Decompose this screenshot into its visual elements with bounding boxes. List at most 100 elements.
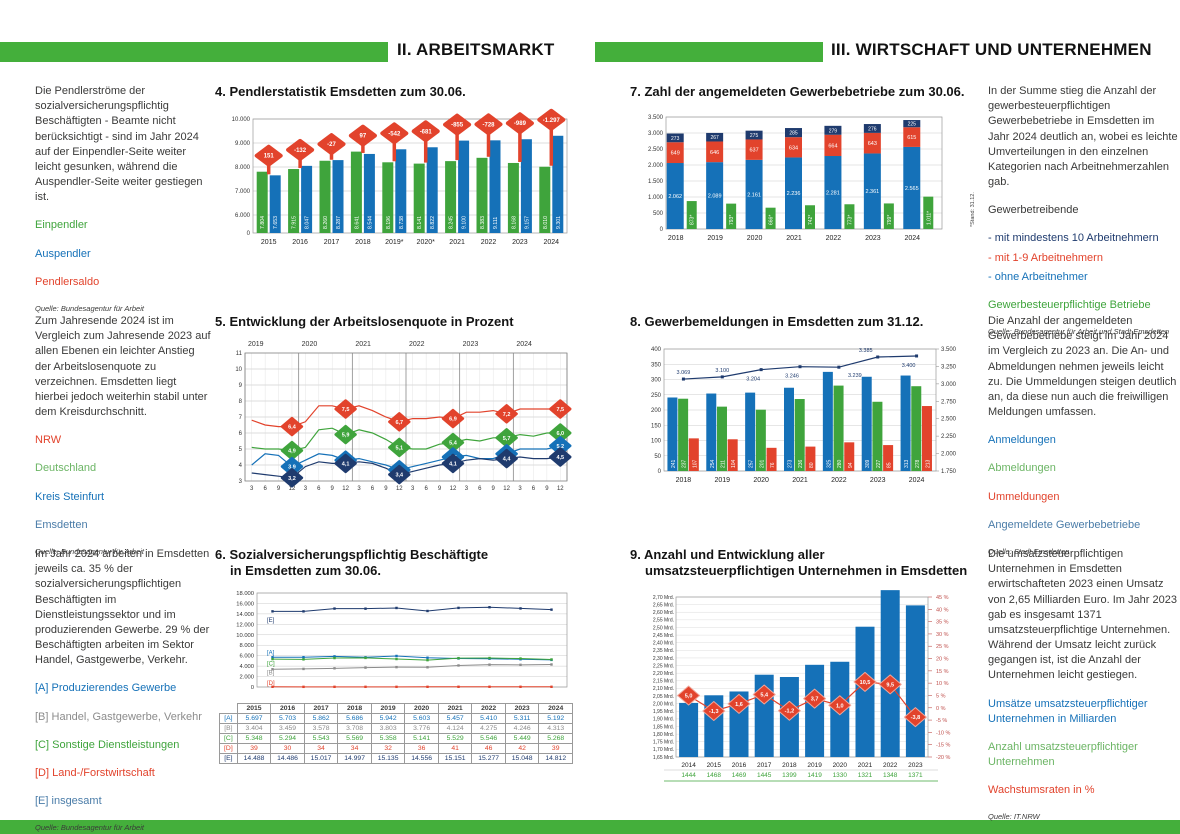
svg-text:325: 325 <box>826 460 832 469</box>
svg-text:2,15 Mrd.: 2,15 Mrd. <box>653 678 674 684</box>
svg-text:2015: 2015 <box>261 239 277 246</box>
svg-text:267: 267 <box>710 135 719 141</box>
section-bar-right <box>595 42 823 62</box>
quote-chart: 3 4 5 6 7 8 9 10 11 3 6 9 12 3 6 9 12 3 6 9 12 3 6 9 12 3 6 9 12 3 6 9 1… <box>235 341 572 492</box>
svg-text:6,7: 6,7 <box>395 420 403 426</box>
svg-text:8.245: 8.245 <box>449 216 455 229</box>
beschaeftigte-title-line2: in Emsdetten zum 30.06. <box>230 563 381 579</box>
umsatz-chart-panel: 9. Anzahl und Entwicklung aller umsatzst… <box>630 547 982 799</box>
svg-text:2.000: 2.000 <box>239 674 254 680</box>
legend-item: Abmeldungen <box>988 462 1056 475</box>
svg-text:1.011*: 1.011* <box>926 211 932 225</box>
meldungen-paragraph: Die Anzahl der angemeldeten Gewerbebetri… <box>988 315 1177 419</box>
svg-text:10: 10 <box>235 367 242 373</box>
svg-text:4,9: 4,9 <box>288 449 296 455</box>
svg-text:7,5: 7,5 <box>556 407 564 413</box>
svg-text:3: 3 <box>465 486 469 492</box>
svg-text:12: 12 <box>396 486 403 492</box>
svg-text:2.250: 2.250 <box>941 434 957 440</box>
legend-item: [D] Land-/Forstwirtschaft <box>35 766 155 779</box>
svg-text:250: 250 <box>651 393 662 399</box>
svg-text:3: 3 <box>411 486 415 492</box>
legend-item: NRW <box>35 434 62 447</box>
svg-text:643: 643 <box>868 141 877 147</box>
svg-text:2022: 2022 <box>831 477 847 484</box>
section-title-wirtschaft: III. WIRTSCHAFT UND UNTERNEHMEN <box>831 40 1152 59</box>
pendler-text-column: Die Pendlerströme der sozialversicherung… <box>35 84 211 314</box>
svg-text:8.010: 8.010 <box>543 216 549 229</box>
svg-text:2.236: 2.236 <box>787 191 801 197</box>
svg-text:-10 %: -10 % <box>936 730 950 736</box>
meldungen-legend: Anmeldungen Abmeldungen Ummeldungen Angemel… <box>988 433 1178 533</box>
svg-text:350: 350 <box>651 363 662 369</box>
svg-text:3,7: 3,7 <box>811 696 819 702</box>
svg-text:4,1: 4,1 <box>449 462 457 468</box>
section-bar-left <box>0 42 388 62</box>
svg-text:7,2: 7,2 <box>503 412 511 418</box>
svg-text:2.089: 2.089 <box>708 194 722 200</box>
svg-text:6,9: 6,9 <box>449 417 457 423</box>
meldungen-chart: 0 50 100 150 200 250 300 350 400 1.750 2.000 2.250 2… <box>651 347 957 484</box>
legend-item: Deutschland <box>35 462 97 475</box>
svg-text:8.544: 8.544 <box>367 216 373 229</box>
svg-text:2,30 Mrd.: 2,30 Mrd. <box>653 655 674 661</box>
svg-text:2014: 2014 <box>681 762 696 769</box>
svg-text:6: 6 <box>239 431 243 437</box>
legend-item: [B] Handel, Gastgewerbe, Verkehr <box>35 710 202 723</box>
svg-text:0: 0 <box>660 227 664 233</box>
svg-text:12: 12 <box>289 486 296 492</box>
beschaeftigte-legend: [A] Produzierendes Gewerbe [B] Handel, Ga… <box>35 681 211 809</box>
svg-text:2017: 2017 <box>324 239 340 246</box>
svg-text:2,50 Mrd.: 2,50 Mrd. <box>653 625 674 631</box>
beschaeftigte-chart-panel: 6. Sozialversicherungspflichtig Beschäft… <box>215 547 577 764</box>
svg-text:1,95 Mrd.: 1,95 Mrd. <box>653 709 674 715</box>
svg-text:799*: 799* <box>887 215 893 225</box>
svg-text:646: 646 <box>710 150 719 156</box>
svg-text:6: 6 <box>317 486 321 492</box>
svg-text:20 %: 20 % <box>936 656 949 662</box>
svg-text:9: 9 <box>239 383 243 389</box>
svg-text:0 %: 0 % <box>936 705 946 711</box>
svg-text:[B]: [B] <box>267 670 275 676</box>
legend-item: Gewerbetreibende <box>988 204 1079 217</box>
quote-legend: NRW Deutschland Kreis Steinfurt Emsdetten <box>35 433 211 533</box>
svg-text:276: 276 <box>868 127 877 133</box>
pendler-chart-panel: 4. Pendlerstatistik Emsdetten zum 30.06.… <box>215 84 577 257</box>
svg-text:12: 12 <box>450 486 457 492</box>
svg-text:4: 4 <box>239 463 243 469</box>
svg-text:5,2: 5,2 <box>556 444 564 450</box>
svg-text:-20 %: -20 % <box>936 755 950 761</box>
svg-text:2022: 2022 <box>826 235 842 242</box>
legend-item: - ohne Arbeitnehmer <box>988 270 1088 283</box>
svg-text:9: 9 <box>277 486 281 492</box>
svg-text:1330: 1330 <box>833 772 848 779</box>
svg-text:2018: 2018 <box>676 477 692 484</box>
svg-text:4,1: 4,1 <box>342 462 350 468</box>
pendler-chart-title: 4. Pendlerstatistik Emsdetten zum 30.06. <box>215 84 466 99</box>
svg-text:6,0: 6,0 <box>556 431 564 437</box>
svg-text:45 %: 45 % <box>936 595 949 601</box>
svg-text:1419: 1419 <box>807 772 822 779</box>
svg-text:9.111: 9.111 <box>493 217 499 229</box>
svg-text:2,25 Mrd.: 2,25 Mrd. <box>653 663 674 669</box>
svg-text:1,70 Mrd.: 1,70 Mrd. <box>653 747 674 753</box>
quote-text-column: Zum Jahresende 2024 ist im Vergleich zum… <box>35 314 211 557</box>
svg-text:3: 3 <box>304 486 308 492</box>
svg-text:15 %: 15 % <box>936 668 949 674</box>
svg-text:107: 107 <box>692 460 698 469</box>
legend-item: [C] Sonstige Dienstleistungen <box>35 738 180 751</box>
svg-text:236: 236 <box>798 460 804 469</box>
svg-text:0: 0 <box>251 685 254 691</box>
svg-text:2023: 2023 <box>865 235 881 242</box>
svg-text:7,5: 7,5 <box>342 407 350 413</box>
svg-text:309: 309 <box>865 460 871 469</box>
svg-text:2,65 Mrd.: 2,65 Mrd. <box>653 602 674 608</box>
legend-item: Angemeldete Gewerbebetriebe <box>988 518 1141 531</box>
svg-text:-855: -855 <box>451 123 464 129</box>
svg-text:300: 300 <box>651 378 662 384</box>
umsatz-title-line2: umsatzsteuerpflichtigen Unternehmen in E… <box>645 563 968 579</box>
svg-text:2,05 Mrd.: 2,05 Mrd. <box>653 693 674 699</box>
svg-text:8.738: 8.738 <box>399 216 405 229</box>
svg-text:6: 6 <box>478 486 482 492</box>
svg-text:313: 313 <box>904 460 910 469</box>
